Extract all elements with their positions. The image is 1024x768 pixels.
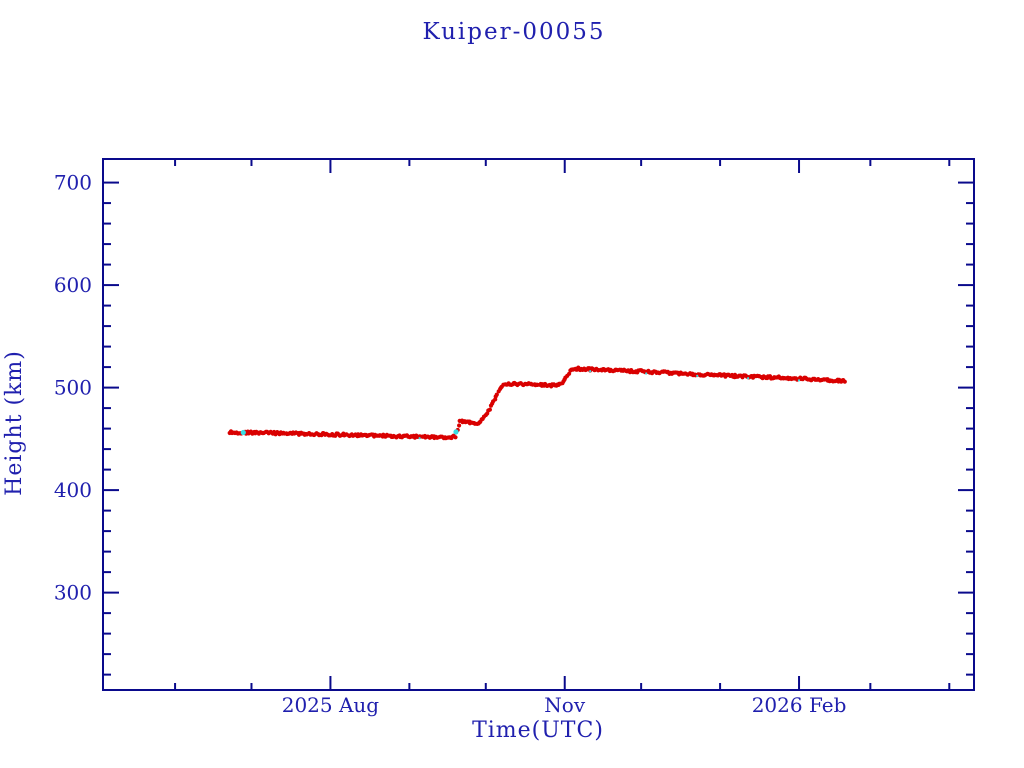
axis-ticks xyxy=(103,159,974,690)
plot-frame xyxy=(102,158,975,691)
cyan-marker xyxy=(645,372,648,375)
cyan-marker xyxy=(696,374,699,377)
x-tick-labels: 2025 Aug Nov 2026 Feb xyxy=(282,693,847,717)
cyan-marker xyxy=(589,370,592,373)
x-tick-label: 2025 Aug xyxy=(282,693,380,717)
y-tick-label: 600 xyxy=(54,273,92,297)
y-tick-label: 700 xyxy=(54,171,92,195)
cyan-marker xyxy=(453,429,459,435)
cyan-marker xyxy=(797,379,801,382)
y-tick-label: 300 xyxy=(54,581,92,605)
y-tick-label: 500 xyxy=(54,376,92,400)
y-tick-label: 400 xyxy=(54,478,92,502)
height-series-points xyxy=(227,365,847,441)
x-axis-label: Time(UTC) xyxy=(472,718,604,743)
y-axis-label: Height (km) xyxy=(2,350,27,496)
cyan-marker xyxy=(418,437,421,440)
cyan-marker xyxy=(747,377,750,380)
y-tick-labels: 300 400 500 600 700 xyxy=(54,171,92,605)
chart-title: Kuiper-00055 xyxy=(422,19,605,45)
cyan-marker-points xyxy=(240,370,801,440)
cyan-marker xyxy=(240,429,246,436)
x-tick-label: Nov xyxy=(544,693,586,717)
x-tick-label: 2026 Feb xyxy=(752,693,847,717)
